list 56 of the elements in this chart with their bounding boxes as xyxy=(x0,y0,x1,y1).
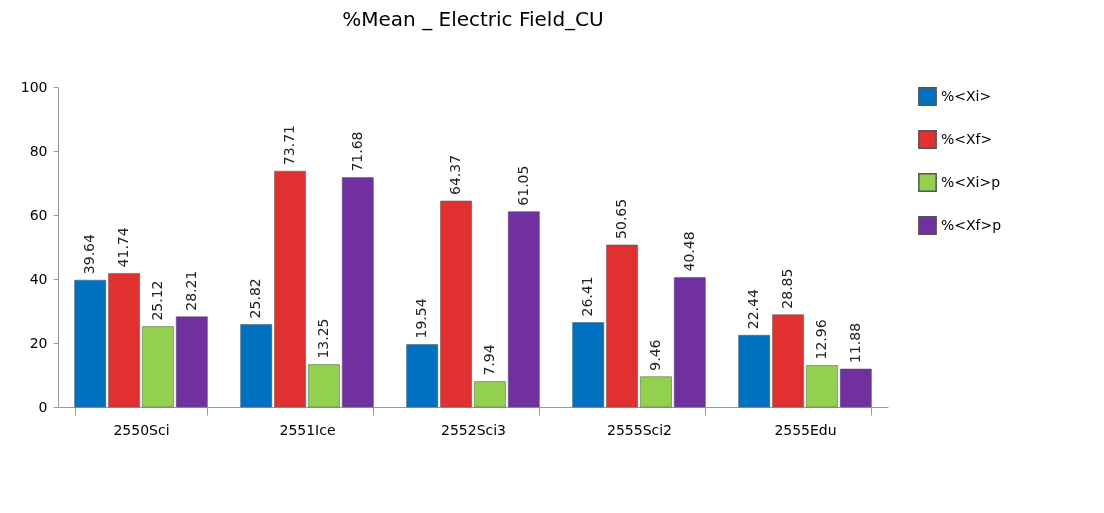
bar xyxy=(341,177,374,408)
data-label: 50.65 xyxy=(613,198,630,239)
bar xyxy=(474,381,506,408)
bar xyxy=(806,365,838,408)
bar xyxy=(640,376,672,408)
data-label: 26.41 xyxy=(579,276,596,317)
bar xyxy=(142,326,174,408)
data-label: 11.88 xyxy=(846,322,863,363)
bar xyxy=(406,344,439,408)
bar xyxy=(839,368,872,408)
data-label: 25.82 xyxy=(247,278,264,319)
bar xyxy=(572,322,605,408)
data-label: 39.64 xyxy=(81,233,98,275)
y-tick-label: 80 xyxy=(29,142,48,159)
y-tick-label: 60 xyxy=(29,206,48,223)
x-tick-label: 2555Edu xyxy=(774,421,837,438)
y-tick-label: 0 xyxy=(38,398,48,415)
x-tick-label: 2552Sci3 xyxy=(440,421,507,438)
bar xyxy=(738,334,771,408)
x-tick-label: 2550Sci xyxy=(113,421,170,438)
bar xyxy=(606,244,638,408)
bar xyxy=(108,273,140,408)
data-label: 13.25 xyxy=(314,318,331,359)
data-label: 28.21 xyxy=(182,270,199,311)
x-tick-label: 2555Sci2 xyxy=(606,421,673,438)
bar xyxy=(308,364,340,408)
data-label: 19.54 xyxy=(413,298,430,339)
data-label: 64.37 xyxy=(447,154,464,196)
bar xyxy=(772,314,804,408)
y-tick-label: 100 xyxy=(20,78,48,95)
bar xyxy=(74,279,107,408)
data-label: 12.96 xyxy=(812,319,829,360)
data-label: 61.05 xyxy=(514,165,531,206)
y-tick-label: 20 xyxy=(29,334,48,351)
data-label: 41.74 xyxy=(115,227,132,268)
bar xyxy=(240,324,273,408)
x-tick-label: 2551Ice xyxy=(279,421,336,438)
data-label: 71.68 xyxy=(348,131,365,172)
legend-label: %<Xi> xyxy=(941,87,992,104)
data-label: 7.94 xyxy=(480,344,497,376)
legend-label: %<Xf> xyxy=(941,130,993,147)
bar xyxy=(507,211,540,408)
data-label: 28.85 xyxy=(779,268,796,309)
y-tick-label: 40 xyxy=(29,270,48,287)
data-label: 40.48 xyxy=(680,231,697,272)
legend-label: %<Xi>p xyxy=(941,173,1001,190)
data-label: 22.44 xyxy=(745,289,762,330)
bar xyxy=(175,316,208,408)
bar xyxy=(440,200,472,408)
bar xyxy=(673,277,706,408)
bar xyxy=(274,170,306,408)
data-label: 9.46 xyxy=(646,339,663,371)
chart-title: %Mean _ Electric Field_CU xyxy=(342,7,604,31)
data-label: 73.71 xyxy=(281,125,298,166)
legend-label: %<Xf>p xyxy=(941,216,1002,233)
data-label: 25.12 xyxy=(148,280,165,321)
